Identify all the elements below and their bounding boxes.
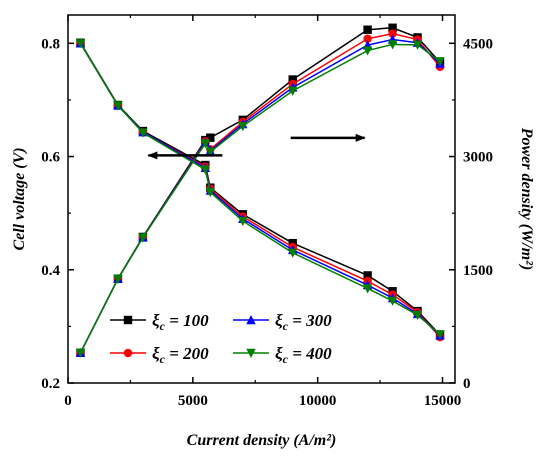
y-left-tick-label: 0.4	[41, 263, 60, 279]
voltage-point	[435, 330, 445, 340]
power-point	[205, 147, 216, 157]
voltage-point	[205, 188, 216, 198]
x-tick-label: 10000	[299, 393, 337, 409]
y-left-tick-label: 0.6	[41, 150, 60, 166]
voltage-point	[238, 216, 248, 227]
legend-label: ξc = 100	[152, 311, 209, 333]
legend-label: ξc = 200	[152, 344, 209, 366]
x-axis-title: Current density (A/m²)	[187, 432, 337, 449]
voltage-point	[138, 128, 148, 138]
y-left-tick-label: 0.8	[41, 36, 60, 52]
power-point	[75, 348, 86, 358]
power-point	[435, 57, 445, 67]
x-tick-label: 5000	[178, 393, 208, 409]
voltage-point	[288, 248, 298, 258]
y-left-axis-title: Cell voltage (V)	[11, 147, 28, 250]
y-right-tick-label: 4500	[463, 36, 493, 52]
series-100	[76, 23, 445, 358]
power-line	[79, 32, 441, 354]
legend-label: ξc = 400	[275, 344, 332, 366]
voltage-point	[412, 310, 423, 321]
legend-label: ξc = 300	[275, 311, 332, 333]
y-left-tick-label: 0.2	[41, 376, 60, 392]
voltage-line	[79, 42, 441, 338]
power-point	[363, 34, 372, 43]
power-point	[387, 40, 398, 50]
voltage-point	[113, 101, 123, 111]
power-point	[388, 29, 397, 38]
voltage-point	[363, 271, 372, 280]
power-point	[362, 46, 373, 56]
legend-marker	[123, 348, 133, 358]
series-400	[75, 39, 445, 358]
y-right-tick-label: 3000	[463, 150, 493, 166]
plot-frame	[67, 14, 456, 384]
legend-item: ξc = 100	[110, 311, 209, 333]
legend-marker	[246, 315, 256, 325]
power-point	[412, 40, 423, 50]
power-line	[79, 38, 441, 354]
power-point	[206, 133, 215, 142]
power-point	[200, 139, 211, 149]
voltage-point	[200, 165, 211, 175]
power-point	[288, 86, 298, 96]
legend-marker	[246, 348, 256, 358]
x-tick-label: 15000	[424, 393, 462, 409]
power-point	[288, 75, 297, 84]
y-right-axis-title: Power density (W/m²)	[518, 127, 535, 271]
voltage-point	[362, 284, 373, 294]
power-point	[138, 233, 148, 243]
legend-item: ξc = 400	[233, 344, 332, 366]
power-point	[363, 25, 372, 34]
power-line	[79, 26, 441, 354]
legend-item: ξc = 300	[233, 311, 332, 333]
voltage-point	[75, 39, 86, 49]
y-right-tick-label: 1500	[463, 263, 493, 279]
power-line	[79, 43, 441, 354]
power-point	[388, 23, 397, 32]
series-300	[75, 34, 445, 358]
x-tick-label: 0	[64, 393, 72, 409]
legend-item: ξc = 200	[110, 344, 209, 366]
legend-marker	[123, 315, 133, 325]
y-right-tick-label: 0	[463, 376, 471, 392]
voltage-point	[387, 296, 398, 306]
series-200	[76, 29, 445, 358]
power-point	[113, 274, 123, 284]
power-point	[238, 121, 248, 132]
